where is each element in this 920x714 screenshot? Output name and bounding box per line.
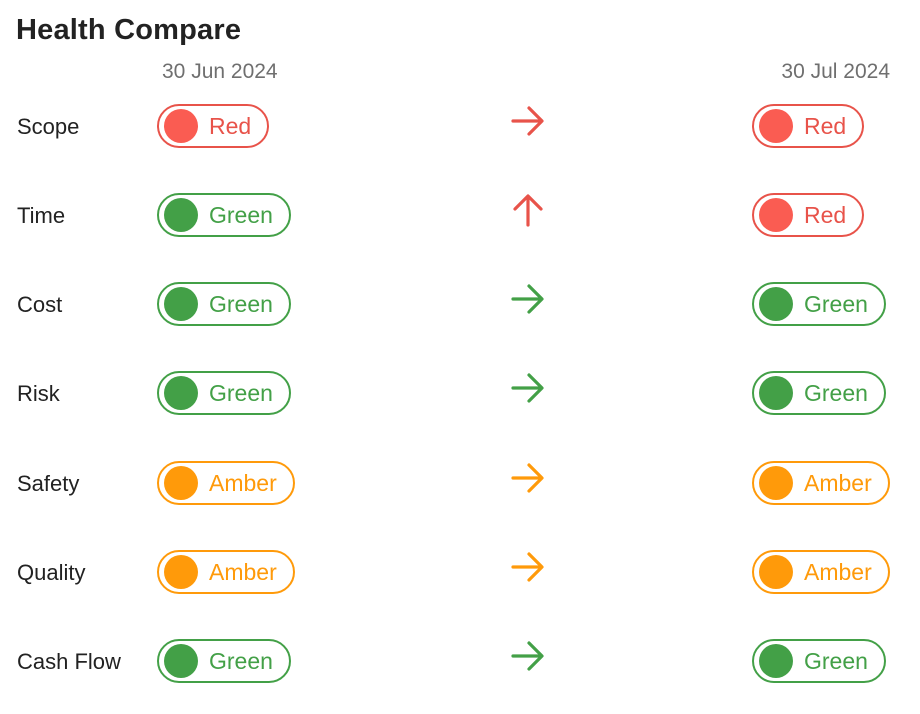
to-status-pill: Green bbox=[752, 282, 886, 326]
health-row-cost: Cost Green Green bbox=[0, 280, 920, 330]
from-status-pill: Amber bbox=[157, 461, 295, 505]
to-status-pill: Green bbox=[752, 639, 886, 683]
from-status-text: Green bbox=[209, 201, 273, 228]
to-status-text: Amber bbox=[804, 469, 872, 496]
status-dot-icon bbox=[759, 287, 793, 321]
health-row-safety: Safety Amber Amber bbox=[0, 459, 920, 509]
trend-arrow-icon bbox=[509, 369, 547, 407]
to-status-pill: Green bbox=[752, 371, 886, 415]
trend-arrow-icon bbox=[509, 459, 547, 497]
status-dot-icon bbox=[164, 555, 198, 589]
health-row-time: Time Green Red bbox=[0, 191, 920, 241]
status-dot-icon bbox=[759, 555, 793, 589]
health-row-risk: Risk Green Green bbox=[0, 369, 920, 419]
to-status-text: Red bbox=[804, 112, 847, 139]
row-label: Cash Flow bbox=[17, 649, 121, 674]
status-dot-icon bbox=[759, 376, 793, 410]
trend-arrow-icon bbox=[509, 280, 547, 318]
from-status-text: Green bbox=[209, 647, 273, 674]
status-dot-icon bbox=[759, 644, 793, 678]
from-status-pill: Amber bbox=[157, 550, 295, 594]
from-status-pill: Green bbox=[157, 371, 291, 415]
to-date-header: 30 Jul 2024 bbox=[781, 60, 890, 83]
from-status-text: Amber bbox=[209, 469, 277, 496]
from-status-pill: Green bbox=[157, 282, 291, 326]
row-label: Safety bbox=[17, 471, 80, 496]
from-status-text: Green bbox=[209, 290, 273, 317]
trend-arrow-icon bbox=[509, 548, 547, 586]
row-label: Scope bbox=[17, 114, 80, 139]
from-date-header: 30 Jun 2024 bbox=[162, 60, 278, 83]
trend-arrow-icon bbox=[509, 637, 547, 675]
status-dot-icon bbox=[164, 466, 198, 500]
from-status-pill: Green bbox=[157, 193, 291, 237]
health-row-quality: Quality Amber Amber bbox=[0, 548, 920, 598]
status-dot-icon bbox=[759, 198, 793, 232]
from-status-pill: Green bbox=[157, 639, 291, 683]
page-title: Health Compare bbox=[16, 14, 242, 46]
row-label: Time bbox=[17, 203, 66, 228]
to-status-pill: Red bbox=[752, 193, 865, 237]
to-status-text: Green bbox=[804, 379, 868, 406]
to-status-text: Green bbox=[804, 647, 868, 674]
to-status-pill: Amber bbox=[752, 461, 890, 505]
status-dot-icon bbox=[164, 644, 198, 678]
to-status-pill: Red bbox=[752, 104, 865, 148]
to-status-pill: Amber bbox=[752, 550, 890, 594]
status-dot-icon bbox=[164, 198, 198, 232]
status-dot-icon bbox=[164, 376, 198, 410]
row-label: Cost bbox=[17, 292, 63, 317]
to-status-text: Amber bbox=[804, 558, 872, 585]
row-label: Risk bbox=[17, 381, 60, 406]
status-dot-icon bbox=[759, 109, 793, 143]
from-status-text: Amber bbox=[209, 558, 277, 585]
status-dot-icon bbox=[164, 287, 198, 321]
trend-arrow-icon bbox=[509, 191, 547, 229]
trend-arrow-icon bbox=[509, 102, 547, 140]
row-label: Quality bbox=[17, 560, 86, 585]
health-row-scope: Scope Red Red bbox=[0, 102, 920, 152]
to-status-text: Red bbox=[804, 201, 847, 228]
health-row-cash-flow: Cash Flow Green Green bbox=[0, 637, 920, 687]
to-status-text: Green bbox=[804, 290, 868, 317]
status-dot-icon bbox=[759, 466, 793, 500]
status-dot-icon bbox=[164, 109, 198, 143]
from-status-text: Green bbox=[209, 379, 273, 406]
from-status-text: Red bbox=[209, 112, 252, 139]
from-status-pill: Red bbox=[157, 104, 270, 148]
